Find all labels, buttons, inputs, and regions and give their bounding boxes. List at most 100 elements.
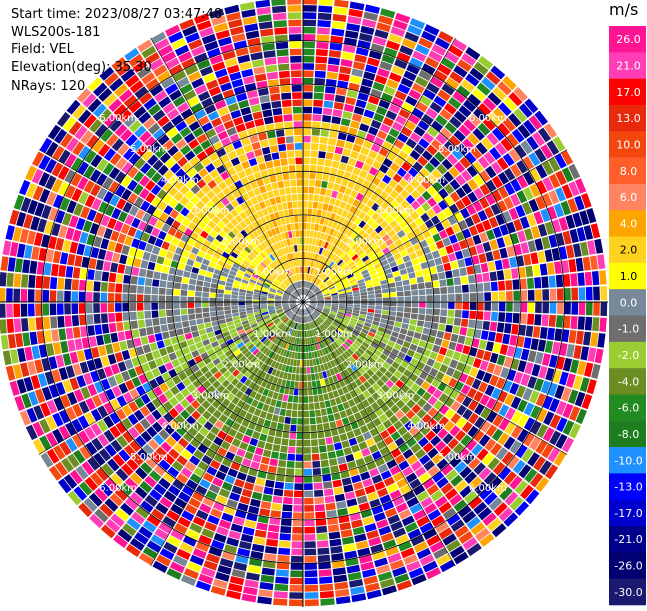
velocity-gate	[523, 254, 531, 266]
velocity-gate	[287, 0, 301, 5]
velocity-gate	[267, 131, 276, 139]
velocity-gate	[253, 302, 260, 304]
velocity-gate	[231, 306, 238, 310]
velocity-gate	[303, 5, 317, 12]
velocity-gate	[341, 529, 353, 537]
velocity-gate	[448, 294, 455, 301]
velocity-gate	[50, 277, 57, 289]
velocity-gate	[294, 136, 302, 143]
velocity-gate	[181, 284, 188, 290]
velocity-gate	[497, 323, 505, 333]
velocity-gate	[585, 317, 593, 331]
velocity-gate	[337, 456, 346, 464]
velocity-gate	[257, 596, 272, 604]
velocity-gate	[295, 374, 299, 381]
velocity-gate	[432, 345, 440, 353]
velocity-gate	[389, 287, 396, 292]
velocity-gate	[352, 113, 362, 122]
velocity-gate	[79, 303, 86, 313]
velocity-gate	[272, 6, 286, 14]
velocity-gate	[338, 132, 347, 140]
velocity-gate	[500, 344, 509, 355]
velocity-gate	[278, 548, 290, 555]
velocity-gate	[274, 115, 283, 123]
velocity-gate	[196, 313, 203, 319]
velocity-gate	[303, 136, 311, 143]
velocity-gate	[328, 414, 335, 422]
velocity-gate	[115, 293, 122, 302]
velocity-gate	[420, 262, 428, 269]
velocity-gate	[446, 278, 453, 286]
velocity-gate	[138, 320, 145, 328]
velocity-gate	[313, 395, 318, 402]
velocity-gate	[580, 346, 589, 360]
velocity-gate	[270, 510, 281, 518]
velocity-gate	[324, 93, 334, 101]
velocity-gate	[342, 536, 354, 544]
velocity-gate	[30, 332, 38, 345]
velocity-gate	[339, 463, 348, 471]
velocity-gate	[173, 343, 181, 351]
velocity-gate	[204, 317, 211, 323]
velocity-gate	[288, 395, 293, 402]
velocity-gate	[261, 457, 270, 465]
velocity-gate	[273, 108, 283, 116]
velocity-gate	[483, 351, 492, 361]
velocity-gate	[210, 293, 217, 298]
velocity-gate	[335, 494, 345, 502]
velocity-gate	[8, 334, 16, 348]
velocity-gate	[343, 447, 352, 455]
velocity-gate	[77, 350, 86, 362]
velocity-gate	[470, 293, 477, 301]
velocity-gate	[429, 243, 438, 252]
velocity-gate	[150, 254, 158, 263]
colorbar-tick-label: 8.0	[620, 165, 638, 178]
velocity-gate	[334, 582, 348, 590]
velocity-gate	[335, 177, 342, 185]
velocity-gate	[160, 273, 168, 281]
velocity-gate	[292, 100, 301, 107]
velocity-gate	[110, 263, 118, 273]
velocity-gate	[257, 418, 265, 426]
velocity-gate	[95, 325, 103, 335]
velocity-gate	[419, 302, 426, 308]
velocity-gate	[257, 7, 271, 15]
velocity-gate	[307, 223, 311, 230]
velocity-gate	[93, 303, 100, 313]
velocity-gate	[511, 324, 519, 335]
velocity-gate	[295, 462, 303, 469]
velocity-gate	[266, 413, 273, 421]
velocity-gate	[86, 314, 93, 324]
velocity-gate	[269, 459, 278, 467]
velocity-gate	[296, 440, 303, 447]
velocity-gate	[203, 282, 210, 288]
velocity-gate	[382, 310, 389, 315]
velocity-gate	[513, 291, 520, 301]
velocity-gate	[203, 287, 210, 292]
velocity-gate	[491, 312, 498, 321]
velocity-gate	[323, 108, 333, 116]
velocity-gate	[231, 295, 238, 299]
velocity-gate	[217, 307, 224, 311]
velocity-gate	[146, 270, 154, 278]
velocity-gate	[396, 312, 403, 317]
velocity-gate	[224, 290, 231, 294]
velocity-gate	[188, 285, 195, 291]
velocity-gate	[312, 461, 320, 468]
velocity-gate	[455, 302, 462, 309]
velocity-gate	[349, 579, 363, 588]
velocity-gate	[309, 359, 313, 366]
velocity-gate	[304, 433, 310, 440]
velocity-gate	[210, 288, 217, 293]
velocity-gate	[343, 149, 352, 157]
colorbar-tick-label: 26.0	[616, 33, 641, 46]
velocity-gate	[35, 290, 42, 302]
velocity-gate	[450, 261, 458, 270]
velocity-gate	[7, 319, 15, 333]
velocity-gate	[292, 534, 303, 541]
velocity-gate	[287, 454, 295, 461]
velocity-gate	[319, 445, 327, 452]
velocity-gate	[329, 532, 341, 540]
velocity-gate	[10, 242, 19, 257]
velocity-gate	[345, 454, 354, 462]
